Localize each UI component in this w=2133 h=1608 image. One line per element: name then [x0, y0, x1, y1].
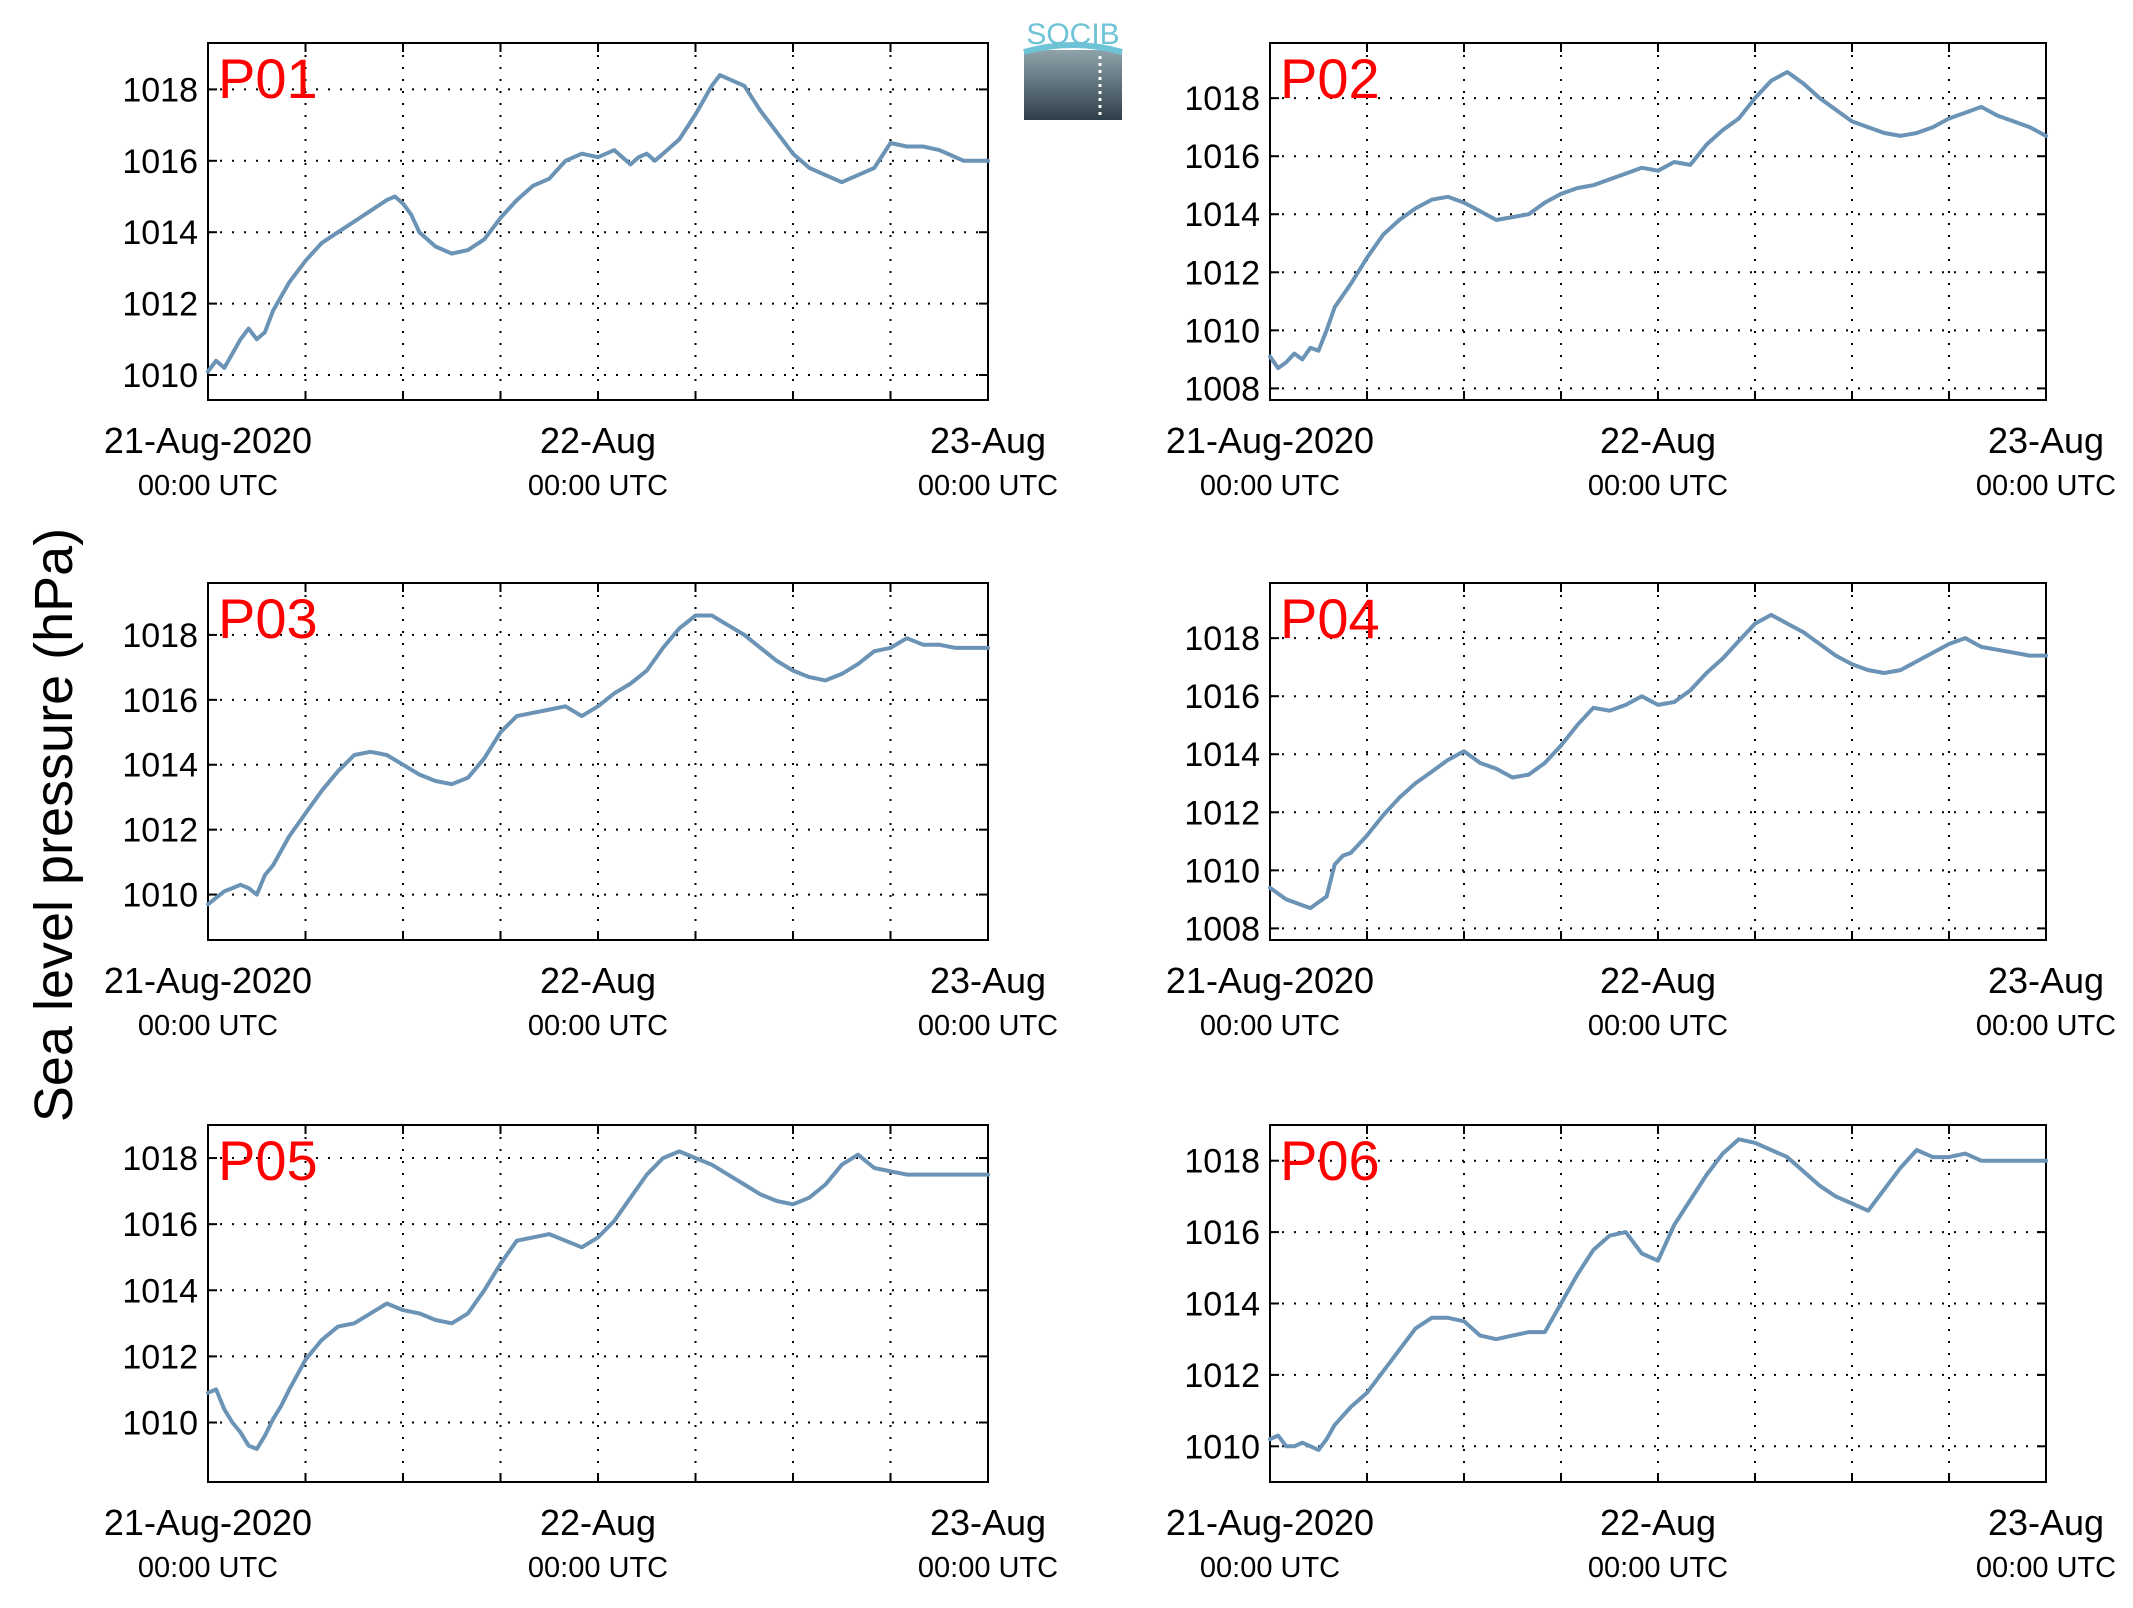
y-tick-label: 1016 — [122, 143, 198, 181]
x-tick-label-time: 00:00 UTC — [1200, 470, 1340, 502]
y-tick-label: 1008 — [1184, 910, 1260, 948]
panel-label: P03 — [218, 587, 318, 650]
y-tick-label: 1012 — [122, 1338, 198, 1376]
y-tick-label: 1012 — [1184, 794, 1260, 832]
y-tick-label: 1016 — [1184, 138, 1260, 176]
y-tick-label: 1014 — [122, 1272, 198, 1310]
series-line-p05 — [206, 1149, 990, 1451]
x-tick-label-time: 00:00 UTC — [528, 470, 668, 502]
panel-p02: 1008 1010 1012 1014 1016 1018 21-Aug-2020 00:00… — [1166, 42, 2116, 502]
x-tick-label-time: 00:00 UTC — [1588, 470, 1728, 502]
x-tick-label-date: 21-Aug-2020 — [1166, 1502, 1374, 1543]
x-tick-label-date: 21-Aug-2020 — [104, 1502, 312, 1543]
series-line-p02 — [1268, 70, 2048, 371]
x-tick-label-date: 22-Aug — [1600, 1502, 1716, 1543]
x-tick-label-date: 22-Aug — [540, 1502, 656, 1543]
figure-ylabel: Sea level pressure (hPa) — [24, 528, 84, 1122]
x-tick-label-date: 21-Aug-2020 — [104, 960, 312, 1001]
y-tick-label: 1010 — [122, 1405, 198, 1443]
y-tick-label: 1018 — [122, 1140, 198, 1178]
y-tick-label: 1012 — [1184, 1357, 1260, 1395]
x-tick-label-time: 00:00 UTC — [138, 1010, 278, 1042]
x-tick-label-time: 00:00 UTC — [528, 1552, 668, 1584]
y-tick-label: 1016 — [1184, 678, 1260, 716]
panel-label: P05 — [218, 1129, 318, 1192]
x-tick-label-date: 23-Aug — [930, 960, 1046, 1001]
panel-label: P02 — [1280, 47, 1380, 110]
y-tick-label: 1008 — [1184, 370, 1260, 408]
y-tick-label: 1014 — [1184, 196, 1260, 234]
x-tick-label-time: 00:00 UTC — [918, 1552, 1058, 1584]
x-tick-label-time: 00:00 UTC — [918, 470, 1058, 502]
panel-p06: 1010 1012 1014 1016 1018 21-Aug-2020 00:00 UTC… — [1166, 1124, 2116, 1584]
panel-label: P01 — [218, 47, 318, 110]
logo-gradient-block — [1024, 50, 1122, 120]
y-tick-label: 1012 — [1184, 254, 1260, 292]
panel-p04: 1008 1010 1012 1014 1016 1018 21-Aug-2020 00:00… — [1166, 582, 2116, 1042]
x-tick-label-date: 22-Aug — [540, 420, 656, 461]
x-tick-label-date: 23-Aug — [930, 420, 1046, 461]
panel-label: P04 — [1280, 587, 1380, 650]
x-tick-label-date: 22-Aug — [540, 960, 656, 1001]
socib-logo: SOCIB — [1023, 18, 1123, 120]
x-tick-label-date: 23-Aug — [1988, 1502, 2104, 1543]
y-tick-label: 1014 — [1184, 736, 1260, 774]
y-tick-label: 1016 — [122, 1206, 198, 1244]
x-tick-label-time: 00:00 UTC — [1200, 1552, 1340, 1584]
y-tick-label: 1018 — [122, 617, 198, 655]
y-tick-label: 1010 — [1184, 852, 1260, 890]
y-tick-label: 1014 — [1184, 1286, 1260, 1324]
y-tick-label: 1016 — [1184, 1214, 1260, 1252]
y-tick-label: 1010 — [122, 877, 198, 915]
y-tick-label: 1010 — [122, 357, 198, 395]
x-tick-label-date: 22-Aug — [1600, 420, 1716, 461]
y-tick-label: 1014 — [122, 214, 198, 252]
x-tick-label-date: 23-Aug — [1988, 960, 2104, 1001]
panels: 1010 1012 1014 1016 1018 21-Aug-2020 00:00 UTC… — [104, 42, 2116, 1584]
y-tick-label: 1016 — [122, 682, 198, 720]
x-tick-label-date: 23-Aug — [1988, 420, 2104, 461]
panel-p03: 1010 1012 1014 1016 1018 21-Aug-2020 00:00 UTC… — [104, 582, 1058, 1042]
x-tick-label-date: 21-Aug-2020 — [1166, 960, 1374, 1001]
x-tick-label-time: 00:00 UTC — [138, 1552, 278, 1584]
y-tick-label: 1010 — [1184, 312, 1260, 350]
series-line-p01 — [206, 73, 990, 374]
x-tick-label-time: 00:00 UTC — [1200, 1010, 1340, 1042]
panel-p05: 1010 1012 1014 1016 1018 21-Aug-2020 00:00 UTC… — [104, 1124, 1058, 1584]
y-tick-label: 1012 — [122, 286, 198, 324]
y-tick-label: 1010 — [1184, 1428, 1260, 1466]
x-tick-label-time: 00:00 UTC — [1588, 1552, 1728, 1584]
x-tick-label-time: 00:00 UTC — [1588, 1010, 1728, 1042]
x-tick-label-time: 00:00 UTC — [528, 1010, 668, 1042]
x-tick-label-date: 23-Aug — [930, 1502, 1046, 1543]
series-line-p06 — [1268, 1137, 2048, 1452]
y-tick-label: 1018 — [1184, 1143, 1260, 1181]
y-tick-label: 1014 — [122, 747, 198, 785]
x-tick-label-time: 00:00 UTC — [1976, 1552, 2116, 1584]
x-tick-label-date: 22-Aug — [1600, 960, 1716, 1001]
y-tick-label: 1018 — [1184, 620, 1260, 658]
logo-text: SOCIB — [1026, 18, 1119, 51]
x-tick-label-time: 00:00 UTC — [918, 1010, 1058, 1042]
y-tick-label: 1012 — [122, 812, 198, 850]
series-line-p03 — [206, 613, 990, 907]
x-tick-label-time: 00:00 UTC — [138, 470, 278, 502]
panel-label: P06 — [1280, 1129, 1380, 1192]
series-line-p04 — [1268, 612, 2048, 911]
x-tick-label-date: 21-Aug-2020 — [1166, 420, 1374, 461]
x-tick-label-date: 21-Aug-2020 — [104, 420, 312, 461]
y-tick-label: 1018 — [1184, 80, 1260, 118]
x-tick-label-time: 00:00 UTC — [1976, 470, 2116, 502]
panel-p01: 1010 1012 1014 1016 1018 21-Aug-2020 00:00 UTC… — [104, 42, 1058, 502]
y-tick-label: 1018 — [122, 71, 198, 109]
x-tick-label-time: 00:00 UTC — [1976, 1010, 2116, 1042]
